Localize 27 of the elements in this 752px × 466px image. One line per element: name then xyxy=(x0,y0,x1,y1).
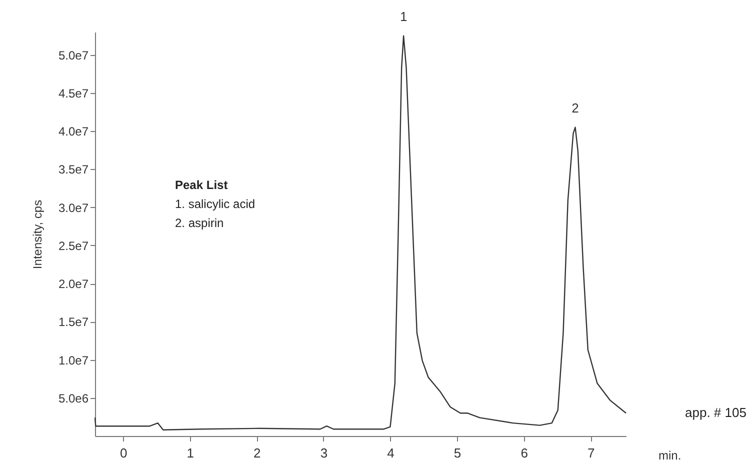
x-tick-label: 7 xyxy=(587,446,595,460)
y-tick-label: 4.0e7 xyxy=(58,124,89,139)
y-tick-label: 2.0e7 xyxy=(58,277,89,292)
text: app. # 105 xyxy=(685,405,746,420)
annotation: 1. salicylic acid xyxy=(175,197,256,211)
y-tick-label: 1.0e7 xyxy=(58,353,89,368)
y-tick-label: 5.0e7 xyxy=(58,48,89,62)
y-tick-label: 2.5e7 xyxy=(58,238,89,253)
annotation: 2 xyxy=(572,100,579,116)
x-tick-label: 6 xyxy=(520,446,528,460)
x-tick-label: 3 xyxy=(320,446,328,460)
x-axis-title: min. xyxy=(658,448,682,462)
y-tick-label: 5.0e6 xyxy=(58,391,89,406)
y-tick-label: 4.5e7 xyxy=(58,86,89,100)
x-tick-label: 1 xyxy=(186,446,194,460)
y-tick-label: 1.5e7 xyxy=(58,315,89,330)
y-tick-label: 3.5e7 xyxy=(58,162,89,177)
annotation: 2. aspirin xyxy=(175,216,224,230)
y-tick-label: 3.0e7 xyxy=(58,200,89,215)
line-series xyxy=(94,35,627,430)
x-tick-label: 0 xyxy=(120,446,128,460)
x-tick-label: 5 xyxy=(454,446,462,460)
annotation: 1 xyxy=(400,8,408,24)
y-axis-title: Intensity, cps xyxy=(30,200,44,270)
x-tick-label: 4 xyxy=(387,446,394,460)
x-tick-label: 2 xyxy=(254,446,261,460)
annotation: Peak List xyxy=(175,178,228,192)
